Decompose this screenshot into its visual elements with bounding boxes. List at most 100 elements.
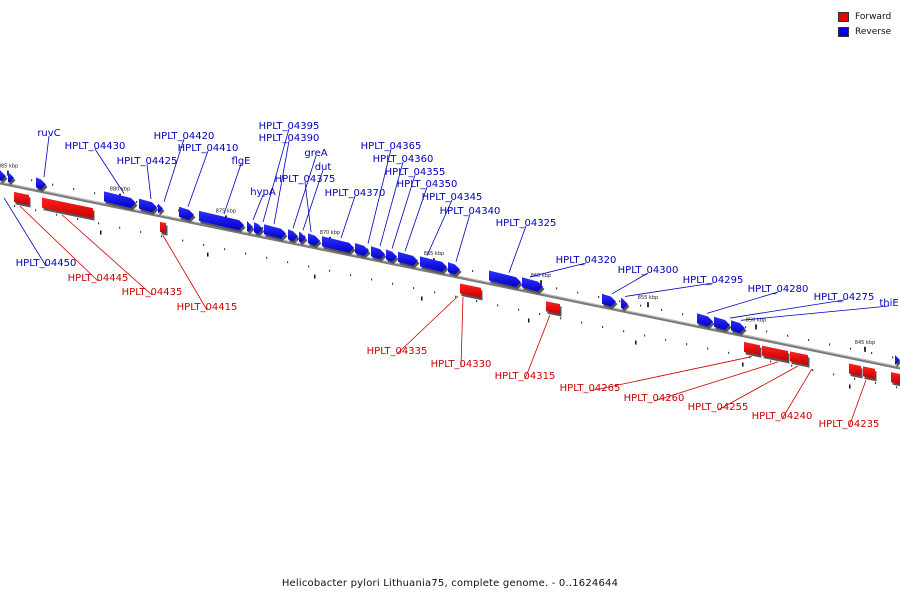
legend-forward: Forward (838, 9, 891, 24)
forward-gene-label: HPLT_04335 (367, 346, 428, 357)
reverse-gene-label-connector (706, 291, 779, 314)
reverse-gene-label: HPLT_04360 (373, 154, 434, 165)
forward-gene-label: HPLT_04435 (122, 287, 183, 298)
minor-tick (707, 347, 709, 350)
forward-gene (790, 351, 808, 366)
minor-tick (413, 287, 415, 290)
reverse-gene (158, 202, 163, 214)
reverse-gene-label: dut (315, 162, 332, 173)
scale-label: 885 kbp (0, 164, 18, 170)
minor-tick (308, 265, 310, 268)
reverse-gene-label-connector (508, 225, 527, 273)
reverse-gene (179, 206, 194, 220)
minor-tick (598, 295, 600, 298)
forward-gene-label: HPLT_04445 (68, 273, 129, 284)
reverse-gene-label: HPLT_04365 (361, 141, 422, 152)
minor-tick (766, 330, 768, 333)
reverse-gene-label-connector (43, 135, 50, 178)
minor-tick (161, 235, 163, 238)
minor-tick (787, 334, 789, 337)
minor-tick (455, 295, 457, 298)
reverse-gene-label-connector (163, 138, 185, 202)
reverse-gene (522, 277, 543, 292)
reverse-gene-label: HPLT_04295 (683, 275, 744, 286)
forward-gene (863, 366, 875, 379)
reverse-gene (322, 236, 354, 253)
minor-tick (871, 352, 873, 355)
minor-tick (644, 334, 646, 337)
minor-tick (329, 269, 331, 272)
reverse-gene-label-connector (611, 272, 649, 295)
reverse-gene (36, 177, 46, 190)
reverse-gene-label: HPLT_04355 (385, 167, 446, 178)
minor-tick (245, 252, 247, 255)
reverse-gene-label: HPLT_04340 (440, 206, 501, 217)
reverse-gene-label: HPLT_04275 (814, 292, 875, 303)
reverse-gene-label-connector (426, 199, 453, 256)
scale-label: 875 kbp (216, 208, 236, 214)
minor-tick (35, 209, 37, 212)
minor-tick (833, 373, 835, 376)
forward-gene (849, 363, 861, 376)
reverse-gene (254, 222, 263, 235)
minor-tick (497, 304, 499, 307)
minor-tick (262, 226, 264, 229)
minor-tick (73, 188, 75, 191)
reverse-gene-label: HPLT_04425 (117, 156, 178, 167)
reverse-gene (355, 242, 369, 256)
reverse-gene (104, 191, 136, 208)
minor-tick (371, 278, 373, 281)
minor-tick (518, 308, 520, 311)
major-tick-below (849, 384, 851, 389)
minor-tick (896, 386, 898, 389)
reverse-gene (139, 198, 157, 213)
reverse-gene-label-connector (367, 148, 392, 244)
minor-tick (556, 287, 558, 290)
legend-reverse-label: Reverse (855, 26, 892, 37)
reverse-gene-label-connector (529, 262, 587, 278)
forward-gene-label-connector (848, 379, 867, 428)
major-tick-below (421, 296, 423, 301)
minor-tick (392, 282, 394, 285)
minor-tick (791, 364, 793, 367)
forward-gene-label-connector (717, 365, 799, 411)
minor-tick (304, 235, 306, 238)
reverse-gene-label-connector (729, 299, 845, 319)
reverse-gene-label-connector (624, 282, 714, 297)
reverse-gene (895, 353, 900, 365)
reverse-gene (714, 316, 730, 331)
minor-tick (619, 300, 621, 303)
minor-tick (77, 218, 79, 221)
genome-backbone (0, 181, 900, 370)
forward-gene-label: HPLT_04240 (752, 411, 813, 422)
reverse-gene-label: HPLT_04390 (259, 133, 320, 144)
forward-swatch (838, 11, 849, 22)
forward-gene-label: HPLT_04315 (495, 371, 556, 382)
reverse-gene (602, 293, 616, 307)
forward-gene (891, 372, 900, 384)
minor-tick (434, 291, 436, 294)
minor-tick (14, 205, 16, 208)
reverse-gene-label: HPLT_04430 (65, 141, 126, 152)
forward-gene (14, 191, 29, 205)
reverse-gene (199, 210, 244, 231)
minor-tick (808, 339, 810, 342)
legend-forward-label: Forward (855, 11, 892, 22)
reverse-gene (371, 246, 385, 260)
reverse-gene-label-connector (187, 150, 209, 207)
reverse-gene-label: HPLT_04420 (154, 131, 215, 142)
reverse-gene-label-connector (740, 305, 890, 321)
minor-tick (892, 356, 894, 359)
minor-tick (539, 312, 541, 315)
reverse-gene (264, 224, 286, 239)
major-tick-below (635, 340, 637, 345)
reverse-gene-label: HPLT_04345 (422, 192, 483, 203)
reverse-gene (697, 313, 713, 327)
forward-gene-label-connector (396, 295, 459, 355)
forward-gene (42, 197, 93, 219)
minor-tick (770, 360, 772, 363)
major-tick-below (207, 252, 209, 257)
reverse-gene-label: greA (304, 148, 327, 159)
minor-tick (266, 256, 268, 259)
